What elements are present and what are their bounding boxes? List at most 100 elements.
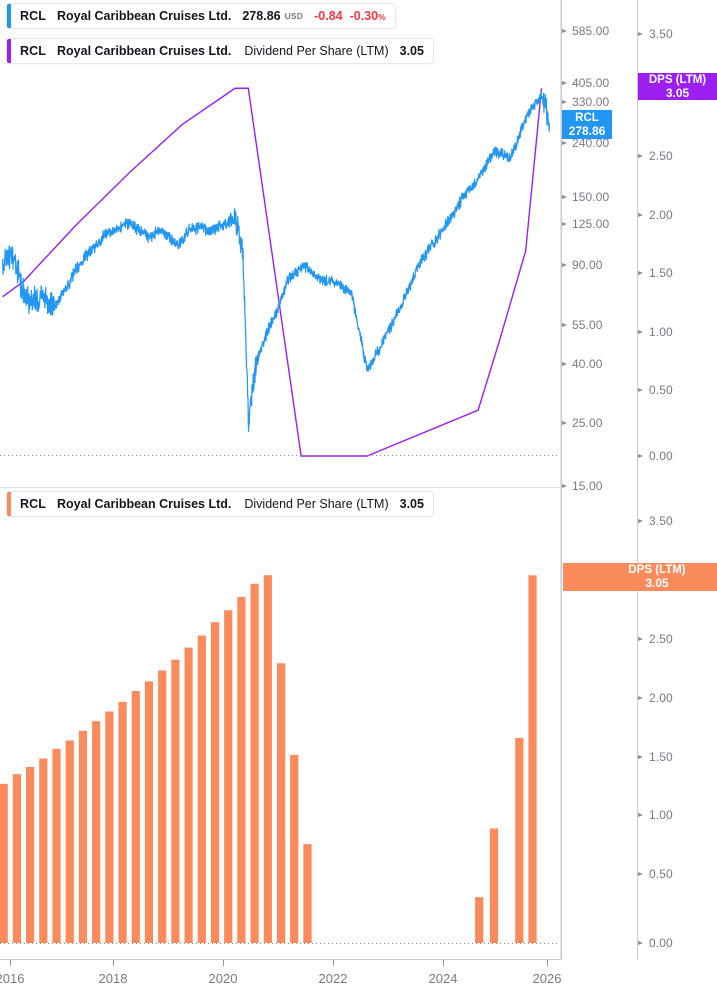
dps-axis-top-tickmark <box>638 271 643 275</box>
x-axis-tick-label: 2016 <box>0 971 25 986</box>
dps-axis-top-tick-label: 1.50 <box>649 266 673 280</box>
dps-axis-bottom-tickmark <box>638 637 643 641</box>
dps-axis-top-tick-label: 2.00 <box>649 208 673 222</box>
price-panel-zero-line <box>0 455 561 456</box>
price-axis-tick-label: 40.00 <box>572 357 603 371</box>
price-axis-tick-label: 585.00 <box>572 24 610 38</box>
dps-bar <box>26 766 35 943</box>
dps-bars-svg <box>0 575 537 943</box>
price-badge-value: 278.86 <box>568 123 606 138</box>
dps-axis-top-tickmark <box>638 330 643 334</box>
legend-dps-bottom[interactable]: RCL Royal Caribbean Cruises Ltd. Dividen… <box>6 491 434 517</box>
x-axis-tick-label: 2024 <box>428 971 458 986</box>
price-axis-tickmark <box>562 421 567 425</box>
legend-dps-top-name: Royal Caribbean Cruises Ltd. <box>57 44 232 58</box>
price-axis-tick-label: 90.00 <box>572 258 603 272</box>
price-axis-tickmark <box>562 222 567 226</box>
dps-bar <box>224 610 233 943</box>
dps-axis[interactable]: 3.503.002.502.001.501.000.500.003.503.00… <box>637 0 717 960</box>
price-axis-rule <box>561 0 562 960</box>
legend-dps-top[interactable]: RCL Royal Caribbean Cruises Ltd. Dividen… <box>6 38 434 64</box>
x-axis-line <box>0 959 561 960</box>
dps-bar <box>131 691 140 943</box>
dps-axis-bottom-tickmark <box>638 872 643 876</box>
dps-axis-top-tick-label: 0.00 <box>649 449 673 463</box>
dps-bar <box>65 740 74 943</box>
dps-axis-top-tick-label: 2.50 <box>649 149 673 163</box>
price-axis-tickmark <box>562 100 567 104</box>
dps-bar <box>276 663 286 943</box>
dps-plot-area[interactable] <box>0 489 560 959</box>
x-axis-tick-label: 2026 <box>532 971 562 986</box>
legend-price-ticker: RCL <box>20 9 46 23</box>
dps-bar <box>0 783 8 943</box>
price-axis-tickmark <box>562 484 567 488</box>
dps-axis-top-tick-label: 1.00 <box>649 325 673 339</box>
dps-bar <box>184 647 193 943</box>
dps-bottom-value-badge[interactable]: DPS (LTM) 3.05 <box>563 563 717 591</box>
legend-price-change: -0.84 <box>314 9 343 23</box>
dps-axis-top-tickmark <box>638 388 643 392</box>
dps-bar <box>515 738 524 943</box>
legend-dps-top-value: 3.05 <box>399 44 424 58</box>
dps-top-value-badge[interactable]: DPS (LTM) 3.05 <box>638 73 717 100</box>
price-axis-tick-label: 150.00 <box>572 190 610 204</box>
dps-axis-bottom-tickmark <box>638 696 643 700</box>
price-axis-tickmark <box>562 81 567 85</box>
dps-bottom-badge-label: DPS (LTM) <box>628 564 686 576</box>
x-axis-tick-label: 2022 <box>318 971 348 986</box>
price-plot-area[interactable] <box>0 0 560 487</box>
price-axis-tickmark <box>562 141 567 145</box>
dps-axis-bottom-tickmark <box>638 941 643 945</box>
dps-bar <box>144 681 154 943</box>
price-axis-tickmark <box>562 29 567 33</box>
price-axis[interactable]: 585.00 405.00 330.00 240.00 150.00 125.00 90.0… <box>561 0 637 960</box>
price-axis-tick-label: 330.00 <box>572 95 610 109</box>
dps-panel-zero-line <box>0 943 561 944</box>
x-axis[interactable]: 2016 2018 2020 2022 2024 2026 <box>0 959 561 1005</box>
legend-dps-top-metric: Dividend Per Share (LTM) <box>244 44 389 58</box>
dps-bar <box>237 596 246 943</box>
x-axis-tickmark <box>547 960 548 966</box>
price-axis-tick-label: 125.00 <box>572 217 610 231</box>
x-axis-tickmark <box>333 960 334 966</box>
price-value-badge[interactable]: RCL 278.86 <box>562 110 612 139</box>
legend-price[interactable]: RCL Royal Caribbean Cruises Ltd. 278.86 … <box>6 3 396 29</box>
dps-bar <box>263 575 272 943</box>
price-axis-tick-label: 240.00 <box>572 136 610 150</box>
x-axis-tick-label: 2018 <box>98 971 128 986</box>
dps-axis-bottom-tick-label: 1.00 <box>649 808 673 822</box>
price-axis-tick-label: 25.00 <box>572 416 603 430</box>
price-axis-tickmark <box>562 263 567 267</box>
dps-top-badge-value: 3.05 <box>665 85 690 100</box>
price-series-svg <box>2 87 551 457</box>
dps-bar <box>475 897 484 943</box>
dps-bar <box>118 701 127 943</box>
dps-bottom-badge-value: 3.05 <box>645 576 669 590</box>
dps-bar <box>78 730 88 943</box>
dps-axis-bottom-tick-label: 2.50 <box>649 632 673 646</box>
dps-bar <box>489 828 499 943</box>
price-axis-tick-label: 405.00 <box>572 76 610 90</box>
dps-bar <box>158 670 167 943</box>
dps-axis-bottom-tickmark <box>638 813 643 817</box>
price-line <box>2 91 551 433</box>
price-axis-tickmark <box>562 195 567 199</box>
legend-dps-bottom-name: Royal Caribbean Cruises Ltd. <box>57 497 232 511</box>
legend-dps-top-swatch <box>7 39 11 63</box>
dps-bar <box>105 711 114 943</box>
dps-axis-top-tickmark <box>638 213 643 217</box>
dps-axis-bottom-tick-label: 0.50 <box>649 867 673 881</box>
price-axis-tickmark <box>562 362 567 366</box>
dps-axis-rule <box>637 0 638 960</box>
price-badge-label: RCL <box>575 111 599 124</box>
dps-axis-bottom-tick-label: 3.50 <box>649 514 673 528</box>
legend-dps-bottom-value: 3.05 <box>399 497 424 511</box>
x-axis-tickmark <box>443 960 444 966</box>
dps-bar <box>528 575 537 943</box>
dps-axis-bottom-tick-label: 2.00 <box>649 691 673 705</box>
dps-bar <box>197 635 206 943</box>
dps-overlay-line <box>2 87 543 457</box>
x-axis-tickmark <box>113 960 114 966</box>
dps-bar <box>171 659 180 943</box>
